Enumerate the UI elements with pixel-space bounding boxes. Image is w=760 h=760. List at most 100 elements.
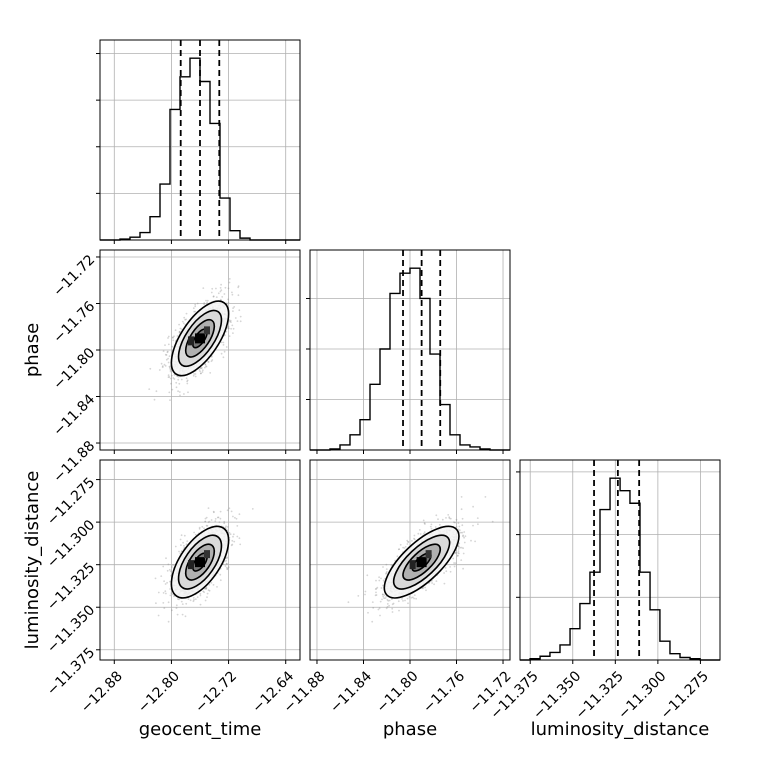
scatter-point — [398, 548, 401, 550]
scatter-point — [204, 363, 207, 366]
scatter-point — [460, 508, 463, 511]
scatter-point — [423, 531, 426, 534]
scatter-point — [364, 590, 367, 593]
scatter-point — [448, 517, 451, 520]
scatter-point — [406, 539, 409, 542]
scatter-point — [203, 302, 206, 304]
scatter-point — [179, 394, 181, 397]
scatter-point — [165, 354, 168, 356]
scatter-point — [463, 536, 465, 539]
y-axis-label-luminosity_distance: luminosity_distance — [22, 471, 43, 650]
scatter-point — [236, 320, 239, 322]
scatter-point — [185, 602, 188, 605]
scatter-point — [164, 590, 167, 593]
scatter-point — [173, 335, 175, 338]
scatter-point — [392, 602, 395, 605]
scatter-point — [227, 287, 230, 290]
scatter-point — [449, 570, 452, 573]
scatter-point — [168, 391, 171, 394]
scatter-point — [177, 378, 180, 381]
scatter-point — [220, 341, 223, 344]
scatter-point — [168, 355, 171, 358]
scatter-point — [180, 600, 183, 603]
scatter-point — [209, 372, 212, 374]
scatter-point — [224, 286, 227, 289]
scatter-point — [192, 597, 195, 599]
scatter-point — [163, 580, 166, 583]
scatter-point — [185, 318, 188, 321]
scatter-point — [186, 380, 189, 383]
scatter-point — [226, 526, 229, 528]
scatter-point — [457, 545, 460, 548]
scatter-point — [453, 565, 456, 568]
scatter-point — [396, 555, 399, 558]
scatter-point — [461, 524, 464, 527]
scatter-point — [162, 602, 165, 604]
scatter-point — [378, 607, 381, 610]
scatter-point — [210, 360, 213, 363]
histogram-panel-luminosity_distance — [516, 459, 721, 664]
scatter-point — [177, 375, 180, 378]
scatter-point — [161, 365, 164, 367]
scatter-point — [433, 583, 435, 586]
scatter-point — [185, 377, 188, 380]
scatter-point — [210, 355, 213, 358]
scatter-point — [206, 301, 209, 304]
scatter-point — [407, 541, 409, 543]
scatter-point — [462, 547, 464, 550]
scatter-point — [380, 577, 382, 580]
scatter-point — [204, 366, 206, 369]
density-peak — [409, 560, 416, 570]
scatter-point — [423, 522, 426, 525]
scatter-point — [154, 577, 157, 580]
scatter-point — [181, 613, 184, 616]
x-tick-label-phase: −11.84 — [327, 668, 375, 716]
scatter-point — [457, 546, 460, 548]
scatter-point — [178, 331, 181, 334]
scatter-point — [366, 574, 369, 577]
scatter-point — [381, 593, 384, 596]
scatter-point — [430, 523, 433, 526]
scatter-point — [424, 523, 426, 525]
scatter-point — [219, 290, 222, 293]
scatter-point — [408, 596, 411, 598]
scatter-point — [458, 552, 460, 555]
scatter-point — [198, 368, 201, 371]
scatter-panel-geocent_time-vs-luminosity_distance — [96, 459, 301, 664]
scatter-point — [413, 597, 415, 600]
scatter-point — [194, 373, 197, 375]
scatter-point — [186, 379, 189, 382]
scatter-point — [179, 327, 182, 330]
scatter-point — [382, 595, 385, 598]
scatter-point — [203, 591, 206, 594]
scatter-point — [208, 520, 211, 523]
y-tick-label-phase: −11.76 — [50, 298, 98, 346]
scatter-point — [401, 598, 403, 600]
scatter-point — [199, 372, 202, 375]
scatter-point — [204, 520, 207, 523]
x-tick-label-phase: −11.80 — [374, 668, 422, 716]
scatter-point — [224, 565, 227, 567]
scatter-point — [435, 580, 438, 582]
scatter-point — [166, 350, 169, 353]
scatter-point — [462, 552, 465, 555]
scatter-point — [462, 567, 464, 570]
density-peak — [195, 333, 205, 344]
scatter-point — [385, 563, 388, 566]
scatter-point — [193, 310, 196, 313]
scatter-point — [454, 562, 457, 564]
scatter-point — [182, 322, 185, 325]
scatter-point — [167, 620, 170, 623]
scatter-point — [185, 312, 188, 315]
scatter-point — [474, 540, 476, 543]
scatter-point — [178, 330, 181, 333]
scatter-point — [167, 374, 170, 377]
scatter-point — [388, 599, 391, 602]
scatter-point — [216, 586, 218, 588]
scatter-point — [204, 520, 207, 523]
scatter-point — [162, 565, 165, 568]
scatter-point — [233, 540, 236, 543]
scatter-point — [222, 344, 225, 346]
scatter-point — [457, 554, 459, 557]
scatter-point — [386, 605, 389, 608]
